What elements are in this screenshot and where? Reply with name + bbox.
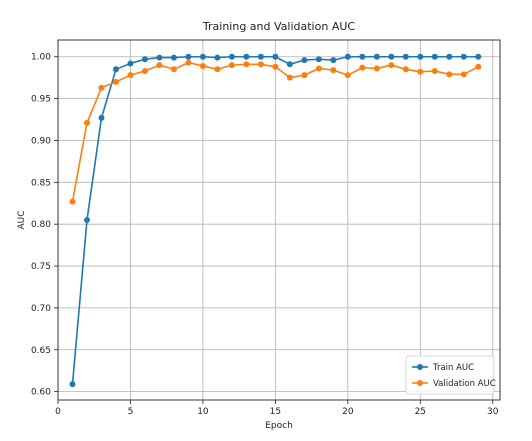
legend-entry: Train AUC [412,363,474,373]
x-tick-label: 10 [197,407,209,417]
data-point [286,61,293,68]
data-point [431,53,438,60]
data-point [170,66,177,73]
data-point [83,119,90,126]
series-layer [69,53,482,388]
data-point [359,53,366,60]
x-axis-label: Epoch [265,421,293,431]
data-point [417,68,424,75]
data-point [272,53,279,60]
data-point [388,62,395,69]
y-tick-label: 0.95 [31,95,51,105]
data-point [112,66,119,73]
data-point [98,84,105,91]
series-validation-auc [69,59,482,205]
data-point [156,62,163,69]
data-point [460,53,467,60]
grid-layer [57,40,500,400]
data-point [112,78,119,85]
data-point [127,72,134,79]
legend-marker [417,364,423,370]
data-point [373,53,380,60]
data-point [185,53,192,60]
legend: Train AUC Validation AUC [405,355,496,395]
data-point [475,53,482,60]
data-point [402,53,409,60]
data-point [301,72,308,79]
data-point [199,62,206,69]
data-point [257,61,264,68]
series-train-auc [69,53,482,388]
data-point [446,53,453,60]
data-point [228,53,235,60]
x-tick-label: 25 [415,407,426,417]
y-tick-label: 1.00 [31,53,51,63]
data-point [156,54,163,61]
x-tick-label: 5 [128,407,134,417]
data-point [330,57,337,64]
y-axis-label: AUC [17,210,27,229]
x-tick-label: 0 [55,407,61,417]
data-point [214,54,221,61]
data-point [127,60,134,67]
data-point [141,56,148,63]
data-point [460,71,467,78]
data-point [475,63,482,70]
data-point [301,57,308,64]
data-point [431,67,438,74]
data-point [272,63,279,70]
data-point [344,72,351,79]
plot-frame [57,39,501,401]
data-point [98,114,105,121]
data-point [69,381,76,388]
data-point [243,61,250,68]
data-point [373,65,380,72]
legend-label: Validation AUC [433,379,496,389]
tick-layer: 0 5 10 15 20 25 30 0.60 0.65 0.70 0.75 0.80 0.85 0.90… [31,53,499,417]
y-tick-label: 0.80 [31,220,51,230]
data-point [402,66,409,73]
x-tick-label: 20 [342,407,354,417]
y-tick-label: 0.75 [31,262,51,272]
data-point [199,53,206,60]
legend-label: Train AUC [432,363,474,373]
data-point [214,66,221,73]
data-point [286,74,293,81]
data-point [359,64,366,71]
data-point [330,67,337,74]
data-point [446,71,453,78]
data-point [69,198,76,205]
data-point [315,65,322,72]
data-point [243,53,250,60]
x-tick-label: 30 [487,407,499,417]
legend-marker [417,380,423,386]
y-tick-label: 0.90 [31,136,51,146]
data-point [417,53,424,60]
y-tick-label: 0.65 [31,346,51,356]
data-point [344,53,351,60]
legend-box [405,355,495,395]
data-point [170,54,177,61]
data-point [228,62,235,69]
y-tick-label: 0.60 [31,388,51,398]
data-point [257,53,264,60]
data-point [83,217,90,223]
data-point [185,59,192,66]
data-point [388,53,395,60]
data-point [141,67,148,74]
data-point [315,56,322,63]
y-tick-label: 0.70 [31,304,51,314]
x-tick-label: 15 [270,407,281,417]
y-tick-label: 0.85 [31,178,51,188]
legend-entry: Validation AUC [412,379,496,389]
chart-title: Training and Validation AUC [202,20,355,33]
